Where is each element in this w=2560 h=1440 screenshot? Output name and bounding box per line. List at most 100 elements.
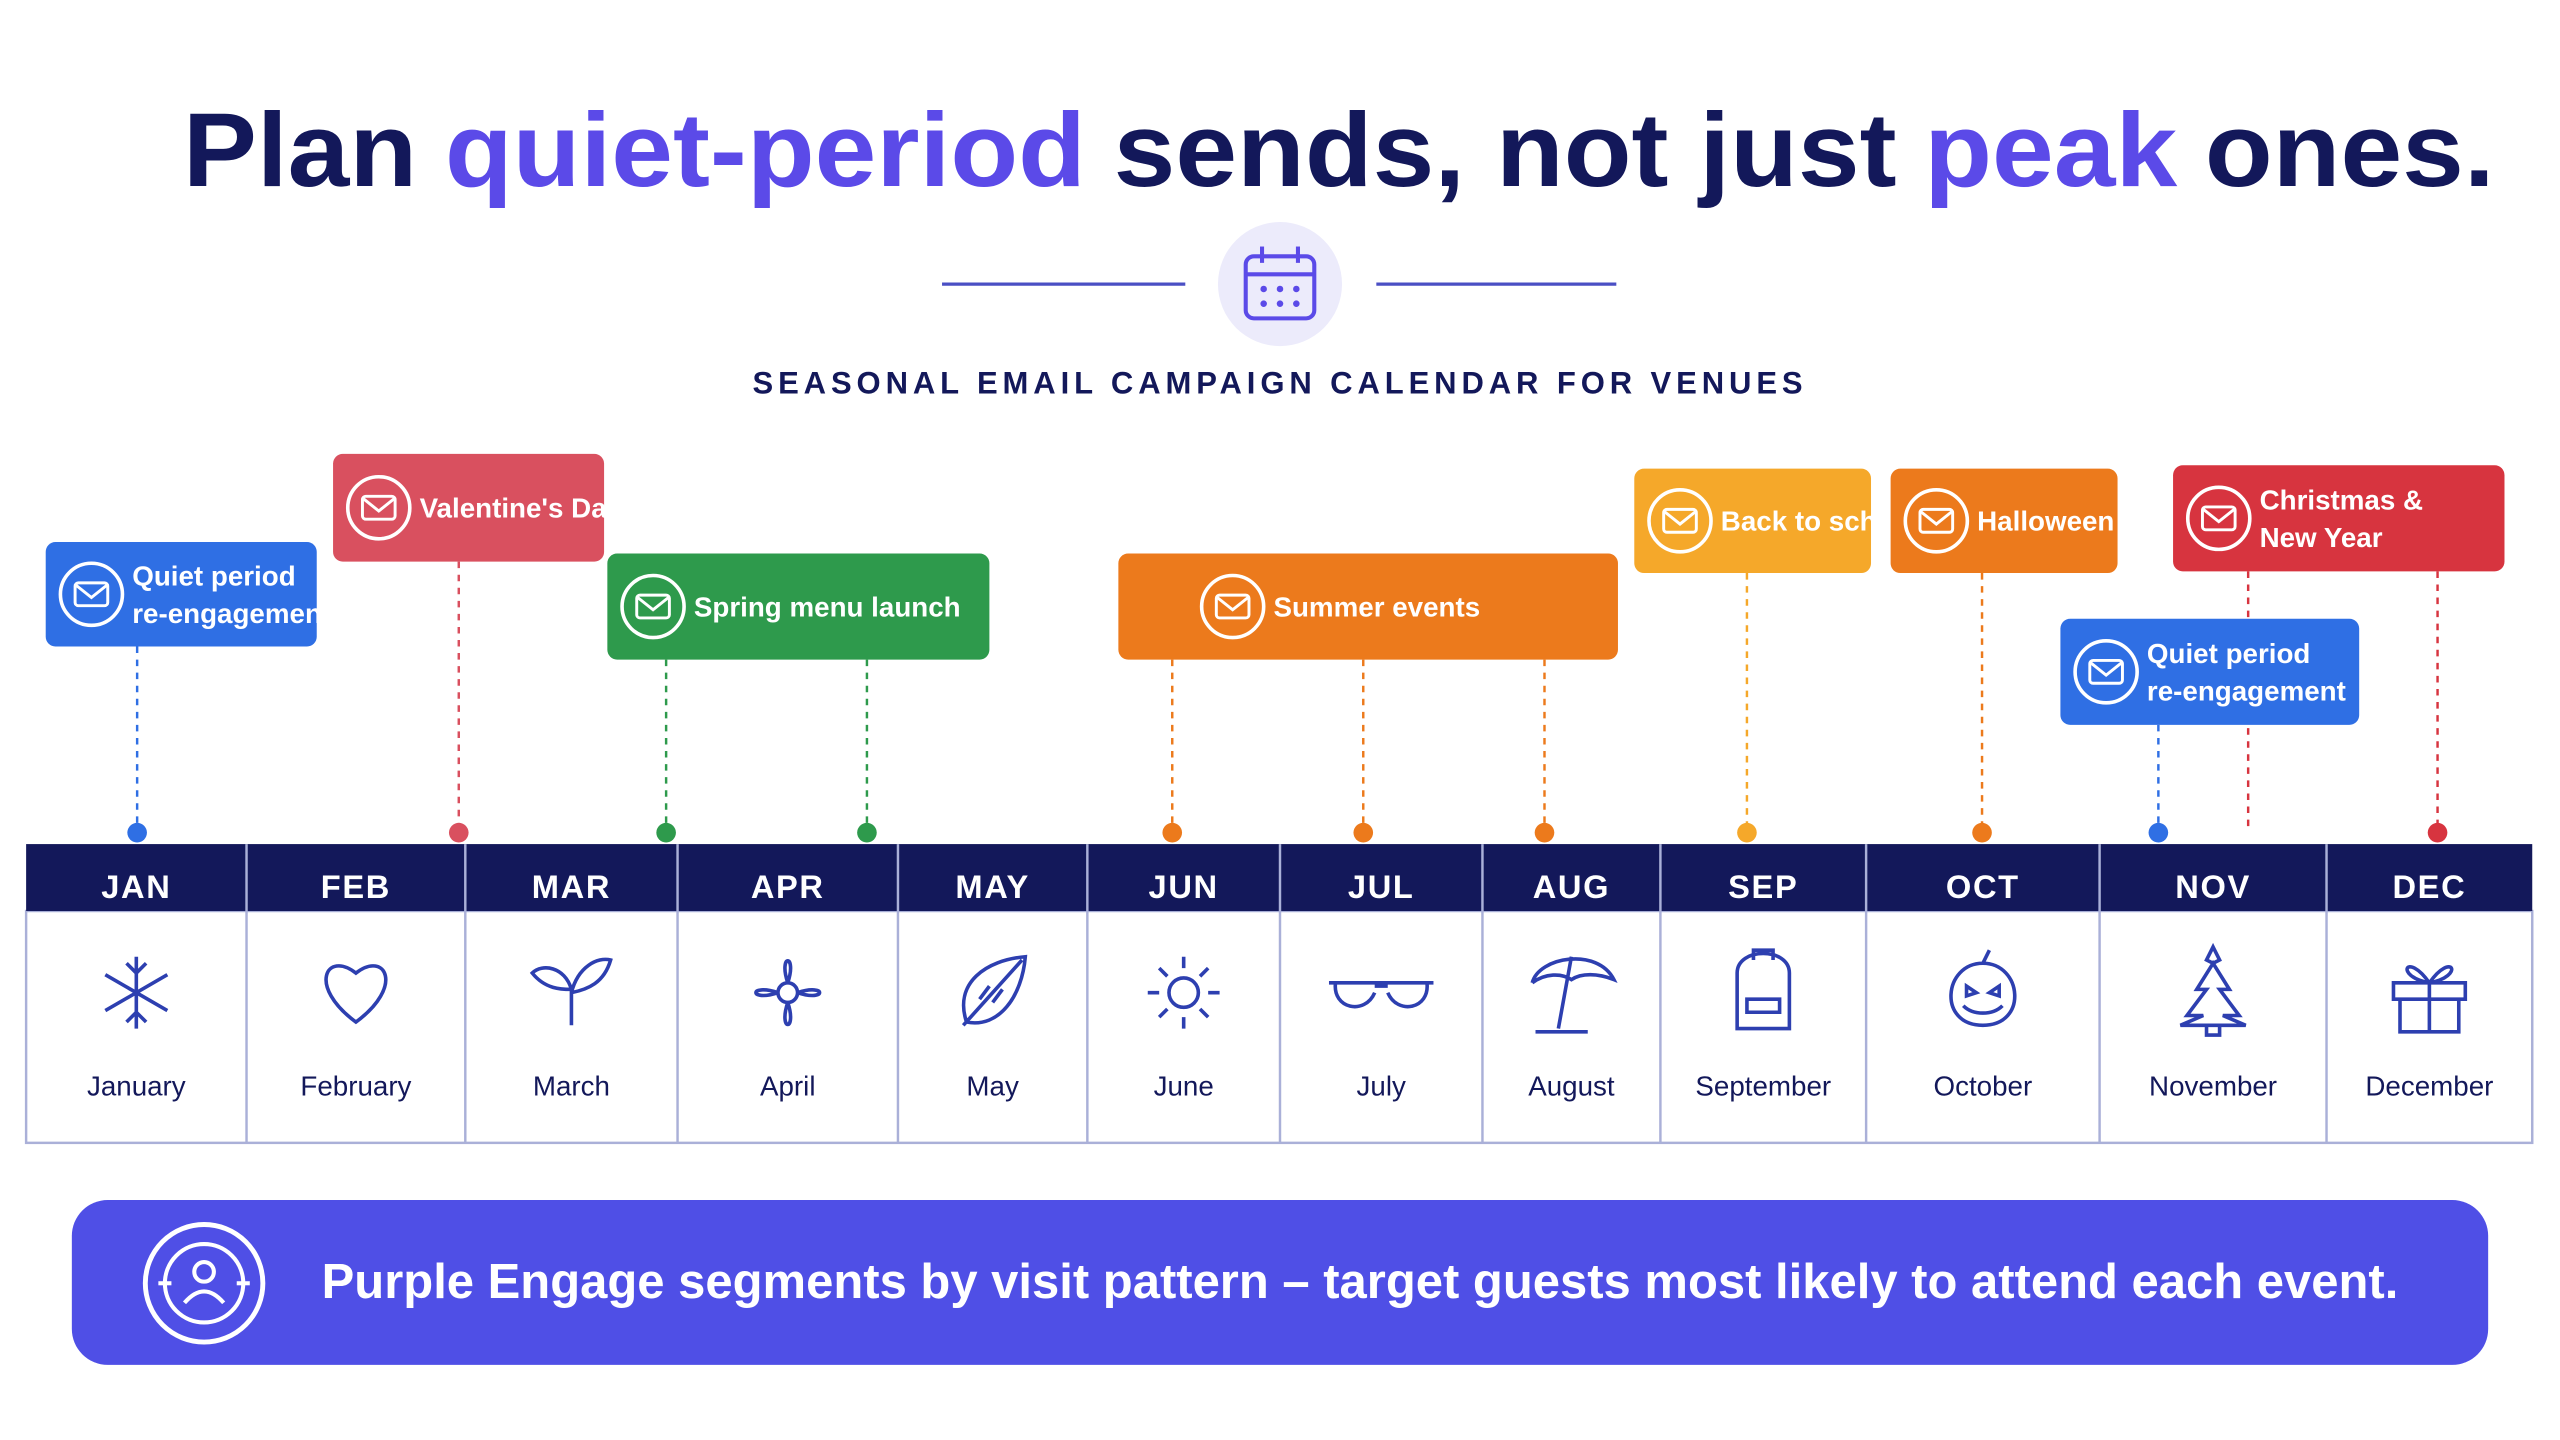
footer-icon-glyph — [158, 1242, 250, 1325]
month-icon — [1949, 949, 2017, 1028]
month-abbr: FEB — [321, 868, 391, 905]
month-icon — [1328, 981, 1434, 1009]
calendar-badge — [1217, 222, 1343, 347]
month-icon — [1530, 956, 1618, 1034]
event-label: Valentine's Day — [420, 493, 623, 524]
mail-flap — [1215, 595, 1250, 612]
mail-flap — [74, 583, 109, 600]
month-abbr: NOV — [2175, 868, 2251, 905]
mail-badge — [58, 561, 125, 628]
mail-icon — [73, 581, 110, 608]
event-label: re-engagement — [2147, 675, 2346, 706]
calendar-icon — [1243, 246, 1317, 321]
event-label: Summer events — [1273, 591, 1480, 622]
footer-banner — [71, 1200, 2489, 1365]
month-abbr: MAR — [532, 868, 611, 905]
pin — [1162, 822, 1183, 843]
month-abbr: DEC — [2392, 868, 2466, 905]
icon-shape — [2179, 942, 2247, 1037]
mail-icon — [1214, 593, 1251, 620]
mail-badge — [620, 573, 686, 640]
month-icon — [2391, 965, 2468, 1034]
mail-icon — [635, 593, 671, 620]
events: Quiet period re-engagement Valentine's Day… — [45, 453, 2505, 843]
mail-badge — [1647, 488, 1713, 554]
icon-shape — [1735, 948, 1792, 1031]
month-abbr: OCT — [1946, 868, 2020, 905]
icon-shape — [2391, 965, 2468, 1034]
icon-shape — [1328, 981, 1434, 1009]
event-box — [2060, 618, 2360, 725]
month-icon — [529, 957, 613, 1026]
icon-shape — [961, 954, 1028, 1027]
event-label: Quiet period — [2147, 638, 2310, 669]
pin — [1534, 822, 1555, 843]
icon-shape — [104, 956, 169, 1029]
event-label: Back to school — [1721, 506, 1918, 537]
subtitle: SEASONAL EMAIL CAMPAIGN CALENDAR FOR VEN… — [752, 365, 1807, 400]
event-box — [2173, 465, 2505, 572]
month-abbr: APR — [751, 868, 825, 905]
month-name: August — [1528, 1071, 1615, 1102]
mail-badge — [1903, 488, 1970, 554]
month-icon — [961, 954, 1028, 1027]
pin — [1353, 822, 1374, 843]
icon-shape — [1530, 956, 1618, 1034]
pin — [2427, 822, 2448, 843]
title: Plan quiet-period sends, not just peak ones. — [183, 92, 2495, 209]
month-name: September — [1695, 1071, 1831, 1102]
title-part: ones. — [2205, 92, 2495, 209]
title-part: peak — [1924, 92, 2178, 209]
pin — [127, 822, 147, 843]
event-label: re-engagement — [132, 598, 331, 629]
mail-flap — [1919, 509, 1954, 526]
calendar-dots — [1260, 285, 1300, 307]
icon-shape — [529, 957, 613, 1026]
month-name: October — [1933, 1071, 2032, 1102]
event-box — [45, 542, 317, 647]
event-label: Halloween — [1977, 506, 2114, 537]
month-icon — [324, 964, 388, 1025]
month-name: June — [1154, 1071, 1214, 1102]
month-abbr: SEP — [1728, 868, 1798, 905]
month-abbr: MAY — [955, 868, 1029, 905]
event-label: New Year — [2260, 522, 2383, 553]
month-name: May — [966, 1071, 1019, 1102]
calendar: JAN January FEB February MAR March APR April MAY… — [24, 844, 2534, 1145]
mail-icon — [1918, 507, 1955, 534]
event-box — [1890, 468, 2118, 574]
mail-flap — [2088, 660, 2124, 677]
month-name: April — [760, 1071, 816, 1102]
mail-flap — [635, 595, 671, 612]
pin — [448, 822, 469, 843]
footer-icon — [142, 1222, 266, 1345]
month-abbr: JAN — [101, 868, 171, 905]
month-name: February — [300, 1071, 411, 1102]
mail-icon — [2200, 505, 2237, 532]
month-name: January — [87, 1071, 186, 1102]
month-icon — [104, 956, 169, 1029]
mail-icon — [2088, 658, 2124, 685]
mail-icon — [360, 494, 397, 521]
mail-icon — [1662, 507, 1698, 534]
month-name: December — [2365, 1071, 2493, 1102]
footer-text: Purple Engage segments by visit pattern … — [322, 1255, 2399, 1309]
mail-badge — [345, 474, 412, 541]
pin — [857, 822, 877, 843]
month-icon — [754, 959, 822, 1027]
month-icon — [1147, 956, 1220, 1029]
month-abbr: JUL — [1348, 868, 1415, 905]
mail-badge — [1199, 573, 1266, 640]
event-box — [1118, 553, 1618, 660]
month-abbr: AUG — [1533, 868, 1610, 905]
month-icon — [1735, 948, 1792, 1031]
pin — [1737, 822, 1757, 843]
icon-shape — [754, 959, 822, 1027]
month-abbr: JUN — [1149, 868, 1219, 905]
month-name: July — [1357, 1071, 1406, 1102]
icon-shape — [324, 964, 388, 1025]
icon-shape — [1949, 949, 2017, 1028]
mail-flap — [2201, 507, 2237, 524]
